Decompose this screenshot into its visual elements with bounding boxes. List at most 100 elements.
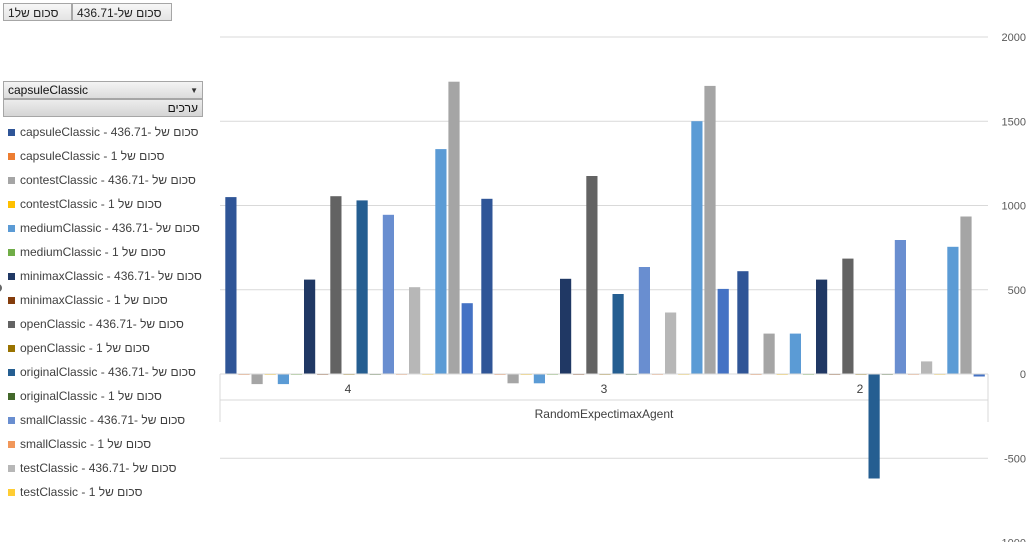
legend-entry: mediumClassic - סכום של -436.71 [8,216,208,240]
legend-entry: smallClassic - סכום של 1 [8,432,208,456]
side-handle-icon [0,284,2,292]
legend-entry: originalClassic - סכום של 1 [8,384,208,408]
bar [251,374,263,385]
bar [435,149,447,374]
legend-entry: minimaxClassic - סכום של 1 [8,288,208,312]
bar [842,258,854,374]
bar [894,240,906,374]
legend-label: mediumClassic - סכום של 1 [20,245,166,259]
legend-swatch [8,392,15,400]
legend-swatch [8,176,15,184]
legend-swatch [8,320,15,328]
bar [612,294,624,374]
legend-entry: testClassic - סכום של -436.71 [8,456,208,480]
legend-label: testClassic - סכום של -436.71 [20,461,177,475]
bar [448,81,460,374]
legend-swatch [8,224,15,232]
legend-swatch [8,368,15,376]
bar [704,85,716,375]
legend-swatch [8,296,15,304]
bar [717,288,729,374]
y-tick-label: -500 [1004,453,1026,465]
filter-selected-value: capsuleClassic [8,83,89,97]
legend-swatch [8,200,15,208]
legend-entry: testClassic - סכום של 1 [8,480,208,504]
legend-label: minimaxClassic - סכום של 1 [20,293,168,307]
bar [382,214,394,374]
y-tick-label: 2000 [1002,32,1026,44]
bar [665,312,677,374]
legend-label: smallClassic - סכום של -436.71 [20,413,186,427]
y-tick-label: 0 [1020,369,1026,381]
legend-swatch [8,272,15,280]
bar [947,246,959,374]
legend-label: originalClassic - סכום של 1 [20,389,162,403]
category-label: 3 [601,382,608,396]
legend-entry: openClassic - סכום של -436.71 [8,312,208,336]
bar [921,361,933,374]
legend-label: testClassic - סכום של 1 [20,485,143,499]
legend-swatch [8,440,15,448]
bar [507,374,519,384]
legend-swatch [8,128,15,136]
bar [481,198,493,374]
bar [533,374,545,384]
legend-label: openClassic - סכום של 1 [20,341,150,355]
legend-swatch [8,488,15,496]
bar [277,374,289,385]
bar [737,271,749,374]
legend-entry: originalClassic - סכום של -436.71 [8,360,208,384]
y-tick-label: -1000 [998,538,1026,542]
field-button-sum-of-1[interactable]: סכום של1 [3,3,72,21]
bar [691,121,703,374]
legend-entry: openClassic - סכום של 1 [8,336,208,360]
dropdown-arrow-icon[interactable]: ▼ [190,86,198,95]
bar [356,200,368,374]
bar [560,278,572,374]
chart-legend: capsuleClassic - סכום של -436.71 capsuleC… [8,120,208,504]
values-header: ערכים [3,99,203,117]
category-label: 4 [345,382,352,396]
category-label: 2 [857,382,864,396]
bar [225,197,237,374]
legend-entry: contestClassic - סכום של -436.71 [8,168,208,192]
bar [973,374,985,377]
legend-entry: mediumClassic - סכום של 1 [8,240,208,264]
legend-swatch [8,152,15,160]
legend-label: smallClassic - סכום של 1 [20,437,152,451]
legend-swatch [8,344,15,352]
legend-label: capsuleClassic - סכום של -436.71 [20,125,199,139]
legend-label: contestClassic - סכום של 1 [20,197,162,211]
legend-entry: contestClassic - סכום של 1 [8,192,208,216]
bar [789,333,801,374]
bar [868,374,880,479]
bar [816,279,828,374]
bar [461,303,473,374]
y-tick-label: 1000 [1002,201,1026,213]
bar [638,267,650,374]
field-button-sum-of-436[interactable]: סכום של-436.71 [72,3,172,21]
legend-swatch [8,248,15,256]
legend-entry: smallClassic - סכום של -436.71 [8,408,208,432]
legend-entry: capsuleClassic - סכום של -436.71 [8,120,208,144]
bar [330,196,342,374]
legend-swatch [8,416,15,424]
legend-swatch [8,464,15,472]
bar [763,333,775,374]
legend-label: capsuleClassic - סכום של 1 [20,149,165,163]
group-label: RandomExpectimaxAgent [535,407,674,421]
legend-label: minimaxClassic - סכום של -436.71 [20,269,202,283]
bar [304,279,316,374]
bar [409,287,421,374]
legend-entry: capsuleClassic - סכום של 1 [8,144,208,168]
bar [960,216,972,374]
filter-dropdown[interactable]: capsuleClassic ▼ [3,81,203,99]
legend-label: openClassic - סכום של -436.71 [20,317,184,331]
legend-entry: minimaxClassic - סכום של -436.71 [8,264,208,288]
legend-label: contestClassic - סכום של -436.71 [20,173,196,187]
y-tick-label: 1500 [1002,116,1026,128]
y-tick-label: 500 [1008,285,1026,297]
bar [586,176,598,374]
legend-label: originalClassic - סכום של -436.71 [20,365,196,379]
